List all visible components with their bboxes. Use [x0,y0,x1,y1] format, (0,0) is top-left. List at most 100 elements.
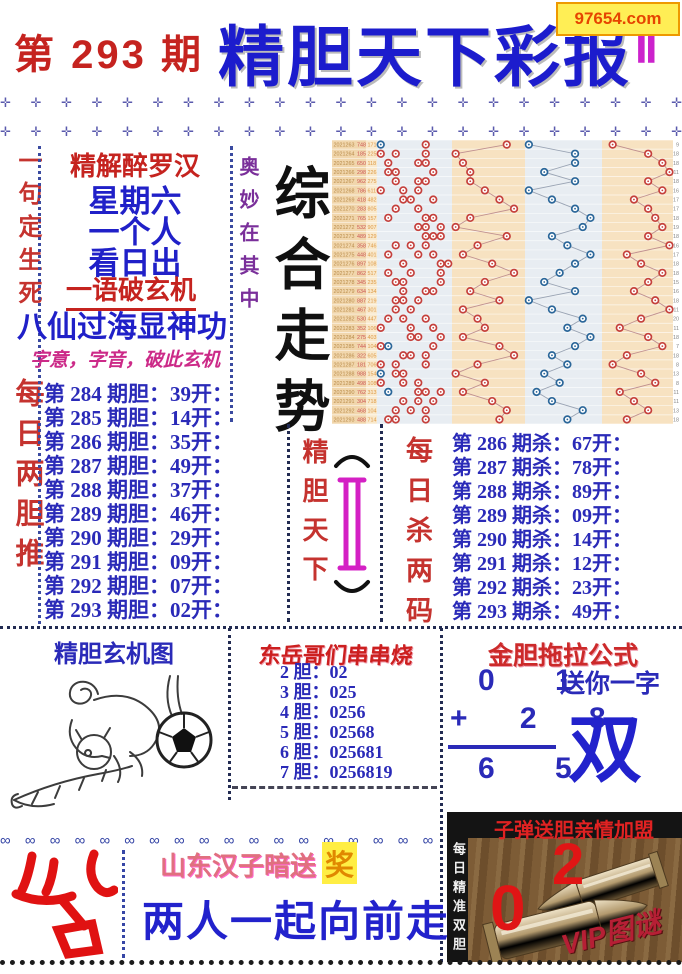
list-item: 第 293 期杀：49开： [452,601,632,623]
svg-text:611: 611 [368,188,377,194]
list-item: 第 287 期杀：78开： [452,457,632,479]
list-item: 第 286 期杀：67开： [452,433,632,455]
svg-text:118: 118 [368,161,377,167]
jingdan-vertical-text: 精胆天下 [299,438,329,594]
list-item: 第 286 期胆：35开： [44,430,233,454]
svg-text:322: 322 [357,353,366,359]
chuanchuan-list: 2 胆：02 3 胆：025 4 胆：0256 5 胆：02568 6 胆：025681… [280,662,393,782]
svg-text:225: 225 [368,152,377,158]
svg-text:104: 104 [368,344,377,350]
svg-text:2021269: 2021269 [334,198,355,204]
dotted-divider [38,146,41,624]
bottom-dotted-border [0,960,682,965]
svg-text:104: 104 [368,408,377,414]
svg-text:18: 18 [673,271,679,277]
list-item: 第 284 期胆：39开： [44,382,233,406]
list-item: 6 胆：025681 [280,742,384,762]
svg-text:313: 313 [368,390,377,396]
svg-text:897: 897 [357,262,366,268]
svg-text:18: 18 [673,417,679,423]
formula-result: 6 5 [478,752,598,785]
svg-text:2021274: 2021274 [334,243,355,249]
list-item: 第 292 期胆：07开： [44,574,233,598]
site-link[interactable]: 97654.com [556,2,680,36]
svg-text:605: 605 [368,353,377,359]
svg-text:2021270: 2021270 [334,207,355,213]
svg-text:226: 226 [368,170,377,176]
svg-text:345: 345 [357,280,366,286]
svg-text:18: 18 [673,234,679,240]
list-item: 第 288 期胆：37开： [44,478,233,502]
svg-text:2021289: 2021289 [334,381,355,387]
svg-text:11: 11 [673,399,679,405]
svg-text:16: 16 [673,289,679,295]
svg-text:744: 744 [357,344,366,350]
svg-text:2021279: 2021279 [334,289,355,295]
list-item: 2 胆：02 [280,662,348,682]
dotted-divider [228,628,231,800]
svg-text:2021292: 2021292 [334,408,355,414]
list-item: 第 289 期胆：46开： [44,502,233,526]
list-item: 第 289 期杀：09开： [452,505,632,527]
svg-text:403: 403 [368,335,377,341]
svg-text:13: 13 [673,372,679,378]
bullet-number-bottom: 0 [490,872,526,944]
hint-line-red: 一语破玄机 [66,270,197,311]
svg-text:171: 171 [368,143,377,149]
svg-text:418: 418 [357,198,366,204]
list-item: 第 291 期胆：09开： [44,550,233,574]
svg-text:448: 448 [357,253,366,259]
svg-text:13: 13 [673,408,679,414]
sha-list-label: 每日杀两码 [402,436,432,636]
svg-text:2021271: 2021271 [334,216,355,222]
dotted-divider [122,850,125,958]
svg-text:2021286: 2021286 [334,353,355,359]
rail-text-top: 一句定生死 [14,148,41,313]
svg-text:2021284: 2021284 [334,335,355,341]
list-item: 第 288 期杀：89开： [452,481,632,503]
svg-text:235: 235 [368,280,377,286]
bottom-slogan: 两人一起向前走 [142,898,451,945]
formula-sum-line [448,745,556,749]
svg-text:18: 18 [673,353,679,359]
dan-list: 第 284 期胆：39开：第 285 期胆：14开：第 286 期胆：35开：第… [44,382,280,622]
svg-text:714: 714 [368,417,377,423]
jingdan-box [287,424,383,622]
svg-text:8: 8 [676,381,679,387]
list-item: 7 胆：0256819 [280,762,393,782]
svg-text:2021293: 2021293 [334,417,355,423]
svg-text:2021285: 2021285 [334,344,355,350]
svg-text:2021263: 2021263 [334,143,355,149]
issue-number: 第 293 期 [14,33,204,77]
svg-text:352: 352 [357,326,366,332]
svg-text:718: 718 [368,399,377,405]
svg-text:2021264: 2021264 [334,152,355,158]
svg-text:765: 765 [357,216,366,222]
svg-text:275: 275 [357,335,366,341]
svg-text:18: 18 [673,298,679,304]
svg-text:9: 9 [676,143,679,149]
hint-line: 看日出 [88,246,182,281]
svg-text:106: 106 [368,326,377,332]
award-highlight: 奖 [322,842,358,884]
dotted-divider [230,146,233,422]
svg-text:2021273: 2021273 [334,234,355,240]
list-item: 第 285 期胆：14开： [44,406,233,430]
svg-text:2021266: 2021266 [334,170,355,176]
hint-italic-line: 字意，字音，破此玄机 [30,350,221,371]
bullet-ad-title: 子弹送胆亲情加盟 [494,820,654,842]
hint-line: 星期六 [88,184,182,219]
svg-text:482: 482 [368,198,377,204]
svg-text:2021265: 2021265 [334,161,355,167]
list-item: 第 287 期胆：49开： [44,454,233,478]
svg-text:304: 304 [357,399,366,405]
svg-text:2021283: 2021283 [334,326,355,332]
svg-text:532: 532 [357,225,366,231]
svg-text:2021290: 2021290 [334,390,355,396]
svg-text:17: 17 [673,207,679,213]
svg-text:746: 746 [368,243,377,249]
svg-text:298: 298 [357,170,366,176]
svg-text:17: 17 [673,198,679,204]
sha-list: 第 286 期杀：67开：第 287 期杀：78开：第 288 期杀：89开：第… [452,432,680,624]
